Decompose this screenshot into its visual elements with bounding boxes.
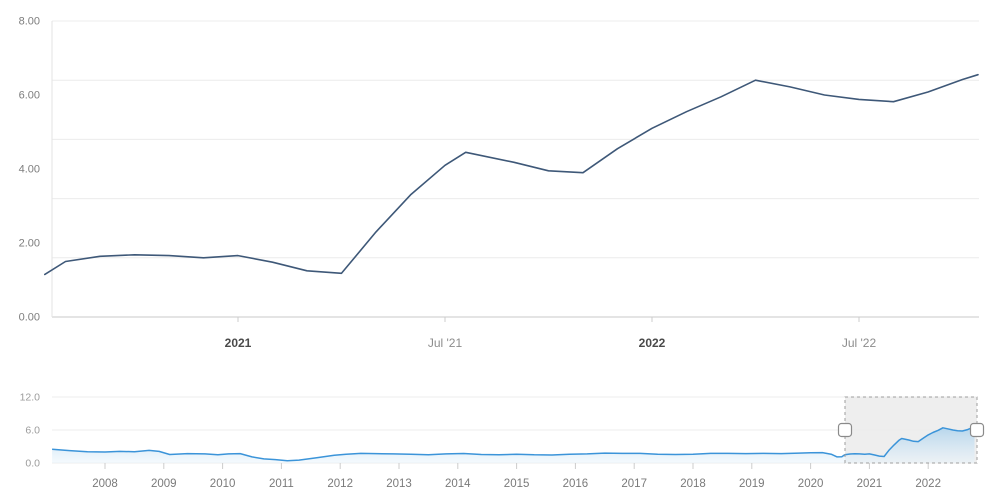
- navigator-year-label: 2022: [915, 478, 941, 490]
- navigator-year-label: 2008: [92, 478, 118, 490]
- navigator-series-line: [52, 426, 975, 462]
- main-plot-area[interactable]: [45, 21, 979, 317]
- navigator-year-label: 2010: [210, 478, 236, 490]
- main-chart: 8.00 6.00 4.00 2.00 0.00 2021 Jul '21 2022 Jul '…: [19, 16, 979, 350]
- navigator-right-handle[interactable]: [969, 422, 985, 438]
- main-y-tick-label: 4.00: [19, 164, 40, 176]
- main-x-axis: 2021 Jul '21 2022 Jul '22: [225, 317, 877, 350]
- navigator-left-handle[interactable]: [837, 422, 853, 438]
- navigator-year-label: 2018: [680, 478, 706, 490]
- main-y-tick-label: 6.00: [19, 90, 40, 102]
- navigator-year-label: 2012: [327, 478, 353, 490]
- navigator-year-label: 2015: [504, 478, 530, 490]
- main-x-tick-label: 2021: [225, 336, 252, 350]
- navigator-year-label: 2017: [621, 478, 647, 490]
- navigator-y-tick-label: 6.0: [25, 425, 40, 437]
- navigator-year-label: 2019: [739, 478, 765, 490]
- navigator-year-label: 2020: [798, 478, 824, 490]
- main-y-tick-label: 8.00: [19, 16, 40, 28]
- navigator-year-label: 2011: [269, 478, 294, 490]
- main-y-tick-label: 0.00: [19, 312, 40, 324]
- navigator-x-axis: 2008 2009 2010 2011 2012 2013 2014 2015 2016 2017…: [92, 463, 941, 490]
- navigator-year-label: 2014: [445, 478, 471, 490]
- navigator-year-label: 2009: [151, 478, 177, 490]
- main-series-line: [43, 73, 979, 276]
- main-y-tick-label: 2.00: [19, 238, 40, 250]
- navigator-year-label: 2021: [857, 478, 883, 490]
- navigator-y-tick-label: 0.0: [25, 458, 40, 470]
- main-x-tick-label: Jul '22: [842, 336, 877, 350]
- navigator-year-label: 2016: [563, 478, 589, 490]
- navigator-year-label: 2013: [386, 478, 412, 490]
- main-x-tick-label: Jul '21: [428, 336, 463, 350]
- main-y-axis-labels: 8.00 6.00 4.00 2.00 0.00: [19, 16, 40, 324]
- navigator-y-tick-label: 12.0: [20, 392, 41, 404]
- navigator-selection-border[interactable]: [844, 396, 978, 464]
- main-x-tick-label: 2022: [639, 336, 666, 350]
- navigator-track[interactable]: [52, 397, 977, 463]
